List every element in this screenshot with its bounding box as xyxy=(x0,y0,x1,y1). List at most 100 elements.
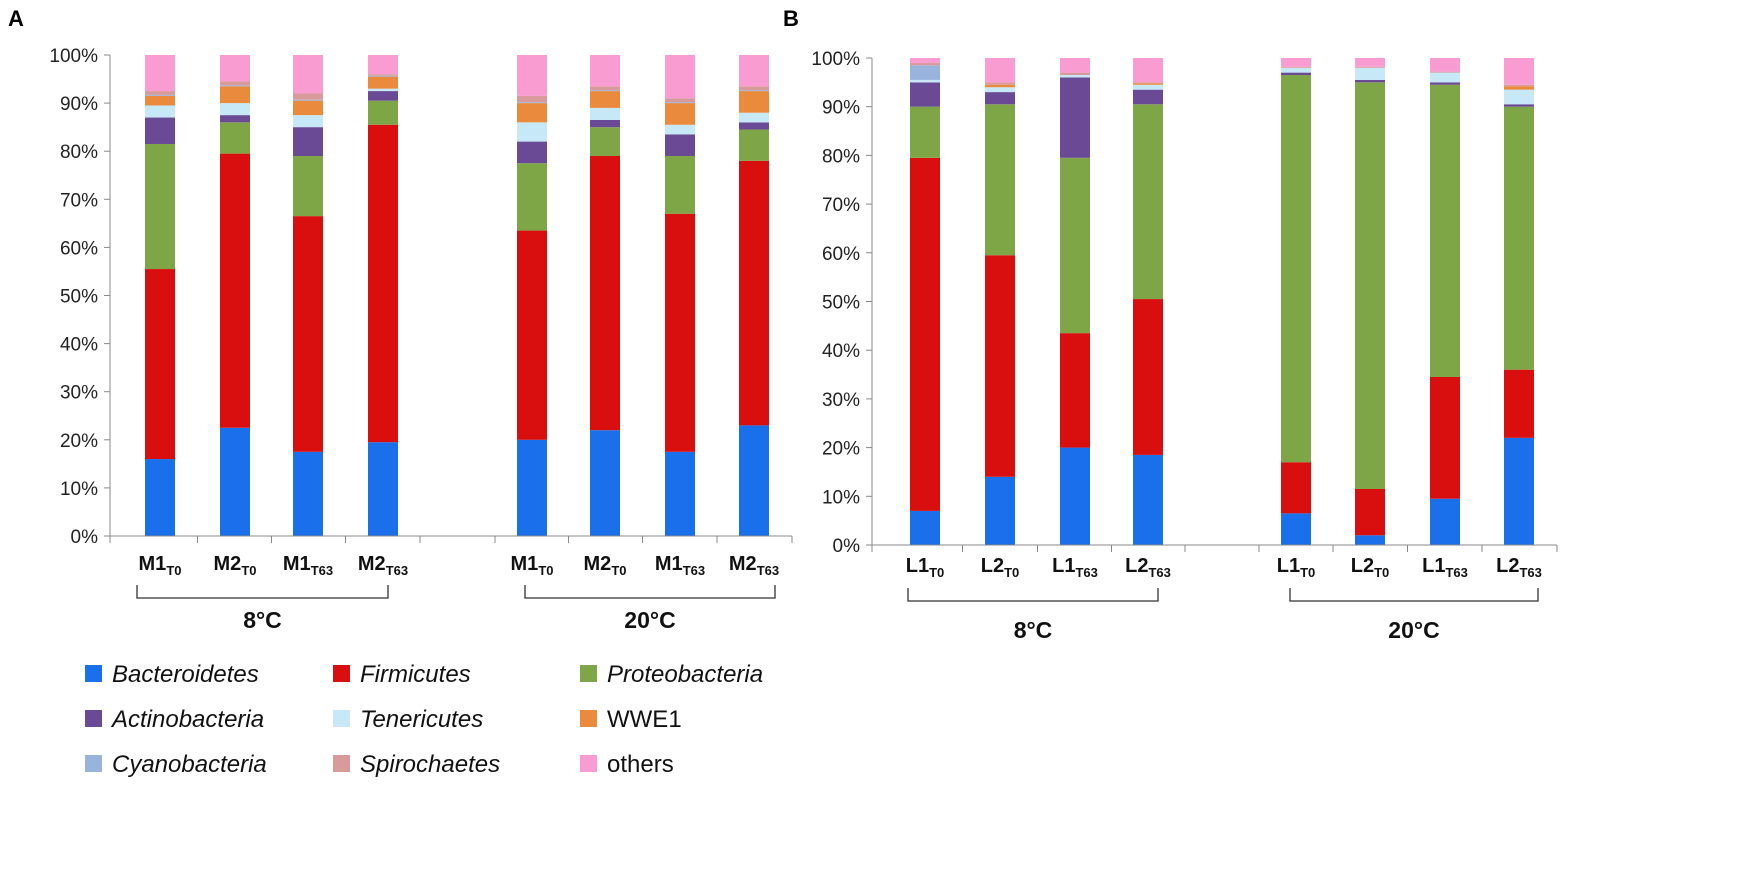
y-tick-label: 20% xyxy=(60,431,98,452)
bar-segment-cyanobacteria xyxy=(293,99,323,101)
group-label: 20°C xyxy=(624,607,675,633)
bar-segment-spirochaetes xyxy=(1504,84,1534,87)
legend-swatch-bacteroidetes xyxy=(85,665,102,682)
bar-segment-spirochaetes xyxy=(220,81,250,86)
legend-label-spirochaetes: Spirochaetes xyxy=(360,751,500,778)
x-category-label: M1T0 xyxy=(511,553,554,578)
y-tick-label: 30% xyxy=(60,383,98,404)
x-category-label: L2T0 xyxy=(1351,555,1390,580)
bar-segment-proteobacteria xyxy=(368,100,398,125)
bar-segment-others xyxy=(1430,58,1460,72)
y-tick-label: 90% xyxy=(60,94,98,115)
bar-segment-others xyxy=(1355,58,1385,67)
x-category-label: M1T63 xyxy=(283,553,333,578)
bar-segment-others xyxy=(145,55,175,92)
bar-segment-bacteroidetes xyxy=(1060,447,1090,545)
x-category-label: L2T63 xyxy=(1125,555,1171,580)
bar-segment-spirochaetes xyxy=(590,86,620,91)
legend-swatch-proteobacteria xyxy=(580,665,597,682)
x-category-label: L1T63 xyxy=(1052,555,1098,580)
bar-segment-cyanobacteria xyxy=(220,85,250,87)
bar-segment-firmicutes xyxy=(368,124,398,443)
y-tick-label: 80% xyxy=(822,146,860,167)
bar-segment-proteobacteria xyxy=(145,143,175,270)
bar-segment-actinobacteria xyxy=(590,119,620,128)
bar-segment-firmicutes xyxy=(739,160,769,426)
bar-segment-proteobacteria xyxy=(590,127,620,157)
group-bracket xyxy=(907,588,1159,602)
legend-swatch-spirochaetes xyxy=(333,755,350,772)
bar-segment-firmicutes xyxy=(1355,488,1385,536)
bar-segment-firmicutes xyxy=(1060,333,1090,448)
y-tick-label: 100% xyxy=(49,46,98,67)
bar-segment-actinobacteria xyxy=(985,92,1015,105)
bar-segment-others xyxy=(590,55,620,87)
bar-segment-bacteroidetes xyxy=(665,451,695,536)
bar-segment-others xyxy=(293,55,323,94)
y-tick-label: 40% xyxy=(822,341,860,362)
bar-segment-tenericutes xyxy=(1355,67,1385,80)
bar-segment-cyanobacteria xyxy=(368,75,398,77)
y-tick-label: 0% xyxy=(833,536,861,557)
bar-segment-cyanobacteria xyxy=(590,90,620,92)
legend: Bacteroidetes Firmicutes Proteobacteria Act… xyxy=(85,661,763,778)
y-tick-label: 30% xyxy=(822,390,860,411)
bar-segment-cyanobacteria xyxy=(739,90,769,92)
bar-segment-proteobacteria xyxy=(1281,75,1311,463)
bar-segment-bacteroidetes xyxy=(293,451,323,536)
bar-segment-tenericutes xyxy=(220,103,250,116)
bar-segment-actinobacteria xyxy=(910,82,940,107)
bar-segment-wwe1 xyxy=(517,103,547,123)
legend-swatch-firmicutes xyxy=(333,665,350,682)
bar-segment-proteobacteria xyxy=(1504,106,1534,370)
legend-swatch-tenericutes xyxy=(333,710,350,727)
group-bracket xyxy=(1289,588,1539,602)
bar-segment-others xyxy=(517,55,547,96)
bar-segment-actinobacteria xyxy=(293,127,323,157)
bar-segment-actinobacteria xyxy=(517,141,547,164)
bar-segment-wwe1 xyxy=(368,76,398,89)
bar-segment-tenericutes xyxy=(590,107,620,120)
bar-segment-actinobacteria xyxy=(1504,104,1534,107)
bar-segment-wwe1 xyxy=(220,86,250,104)
bar-segment-spirochaetes xyxy=(985,82,1015,85)
bar-segment-firmicutes xyxy=(665,213,695,452)
bar-segment-firmicutes xyxy=(1281,462,1311,514)
bar-segment-bacteroidetes xyxy=(1504,437,1534,545)
bar-segment-wwe1 xyxy=(293,100,323,116)
bar-segment-others xyxy=(1504,58,1534,85)
x-category-label: L1T0 xyxy=(1277,555,1316,580)
x-category-label: L1T63 xyxy=(1422,555,1468,580)
bar-segment-proteobacteria xyxy=(1060,157,1090,334)
bar-segment-tenericutes xyxy=(1133,84,1163,90)
y-tick-label: 10% xyxy=(822,487,860,508)
bar-segment-proteobacteria xyxy=(1355,82,1385,489)
legend-label-firmicutes: Firmicutes xyxy=(360,661,471,688)
panel-b-chart: B 0% 10% 20% 30% 40% 50% 60% 70% 80% 90% 100% L1T0 L2… xyxy=(783,6,1558,643)
bar-segment-tenericutes xyxy=(1504,89,1534,105)
bar-segment-actinobacteria xyxy=(1133,89,1163,105)
bar-segment-bacteroidetes xyxy=(145,459,175,536)
bar-segment-bacteroidetes xyxy=(590,430,620,536)
y-tick-label: 60% xyxy=(60,238,98,259)
bar-segment-firmicutes xyxy=(220,153,250,428)
bar-segment-others xyxy=(985,58,1015,83)
bar-segment-wwe1 xyxy=(739,91,769,113)
y-tick-label: 20% xyxy=(822,439,860,460)
group-label: 8°C xyxy=(1014,617,1053,643)
bar-segment-others xyxy=(739,55,769,87)
bar-segment-tenericutes xyxy=(368,88,398,92)
bar-segment-proteobacteria xyxy=(517,163,547,231)
bar-segment-bacteroidetes xyxy=(910,510,940,545)
panel-label-b: B xyxy=(783,6,799,31)
bar-segment-tenericutes xyxy=(1281,67,1311,73)
bar-segment-cyanobacteria xyxy=(145,94,175,96)
bar-segment-spirochaetes xyxy=(1281,66,1311,68)
bar-segment-wwe1 xyxy=(985,84,1015,88)
bar-segment-bacteroidetes xyxy=(1355,535,1385,545)
bar-segment-proteobacteria xyxy=(220,122,250,154)
bar-segment-tenericutes xyxy=(293,115,323,128)
bar-segment-wwe1 xyxy=(1133,83,1163,85)
y-tick-label: 0% xyxy=(71,527,99,548)
